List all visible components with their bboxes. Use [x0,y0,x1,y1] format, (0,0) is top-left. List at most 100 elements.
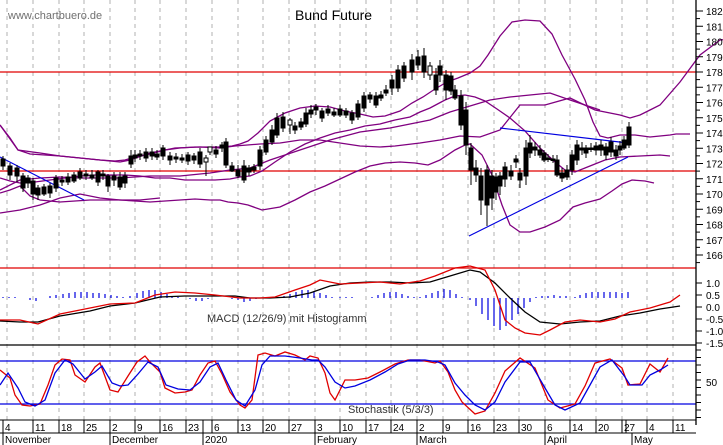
candle-down [143,151,149,159]
candle-down [47,185,53,194]
candle-down [579,147,585,151]
candle-down [71,174,77,182]
candle-down [149,151,155,157]
price-label: 179 [706,53,723,64]
date-label: 9 [137,423,143,434]
candle-down [621,139,627,149]
date-label: 16 [470,423,482,434]
candle-down [160,147,166,157]
macd-axis-label: 0.5 [706,291,720,302]
candle-down [132,154,138,159]
date-label: 17 [368,423,380,434]
candle-down [502,166,508,180]
candle-down [452,89,458,99]
month-label: April [547,435,567,445]
candle-down [437,65,443,76]
candle-down [508,170,514,177]
candle-down [617,145,623,151]
candle-down [173,156,179,160]
candle-down [513,158,519,163]
y-axis: 182 181 180 179 178 177 176 175 174 173 172 171 170 1… [695,0,723,425]
candle-down [235,169,241,177]
candle-down [409,59,415,73]
stoch-axis-label: 50 [706,378,718,389]
candle-down [229,165,235,172]
candle-down [484,169,490,206]
candle-down [493,176,499,193]
candle-down [527,142,533,154]
candle-down [20,175,26,189]
bollinger-middle-band [0,94,671,184]
candle-down [303,112,309,125]
candle-down [65,176,71,183]
date-label: 23 [496,423,508,434]
candle-down [554,159,560,176]
downtrend-line [0,156,85,201]
candle-down [517,172,523,181]
candle-down [598,144,604,151]
candle-down [241,165,247,181]
candlesticks [0,48,632,226]
uptrend-line [468,156,629,237]
trend-lines [0,127,629,237]
support-resistance-lines [0,71,696,269]
candle-down [433,74,439,91]
candle-down [191,155,197,161]
candle-down [497,175,503,187]
date-label: 6 [214,423,220,434]
candle-down [53,177,59,189]
price-label: 167 [706,236,723,247]
candle-down [185,154,191,162]
candle-down [117,176,123,188]
candle-down [593,145,599,151]
candle-down [583,147,589,154]
candle-down [361,95,367,109]
candle-down [128,155,134,165]
candle-down [468,147,474,171]
macd-signal-line [0,265,681,336]
grid-lines [6,0,674,420]
date-label: 11 [675,423,686,434]
candle-down [389,79,395,89]
candle-down [7,165,13,176]
candle-down [35,187,41,196]
candle-down [219,144,225,149]
price-label: 170 [706,190,723,201]
candle-down [30,180,36,195]
candle-down [367,94,373,100]
macd-axis-label: -0.5 [706,315,723,326]
date-label: 13 [240,423,252,434]
stochastic-label: Stochastik (5/3/3) [348,404,434,416]
date-label: 3 [317,423,323,434]
price-label: 181 [706,22,723,33]
macd-histogram [2,289,629,330]
date-label: 24 [393,423,405,434]
candle-down [626,126,632,146]
bollinger-lower [0,193,161,214]
month-label: March [419,435,447,445]
date-label: 20 [265,423,277,434]
stochastic-panel: Stochastik (5/3/3) [0,351,696,416]
candle-down [179,157,185,161]
candle-down [489,175,495,199]
candle-down [463,109,469,146]
candle-up [427,65,433,76]
candle-down [569,154,575,171]
candle-down [83,173,89,177]
candle-down [325,108,331,114]
macd-axis-label: 0.0 [706,303,720,314]
candle-down [349,112,355,121]
candle-down [331,111,337,116]
candle-down [25,177,31,184]
month-label: May [634,435,653,445]
macd-axis-label: -1.0 [706,327,723,338]
candle-down [383,89,389,94]
price-label: 176 [706,99,723,110]
candle-down [458,95,464,126]
date-label: 16 [162,423,174,434]
stoch-d-line [0,355,669,411]
candle-down [550,158,556,161]
candle-down [588,147,594,150]
